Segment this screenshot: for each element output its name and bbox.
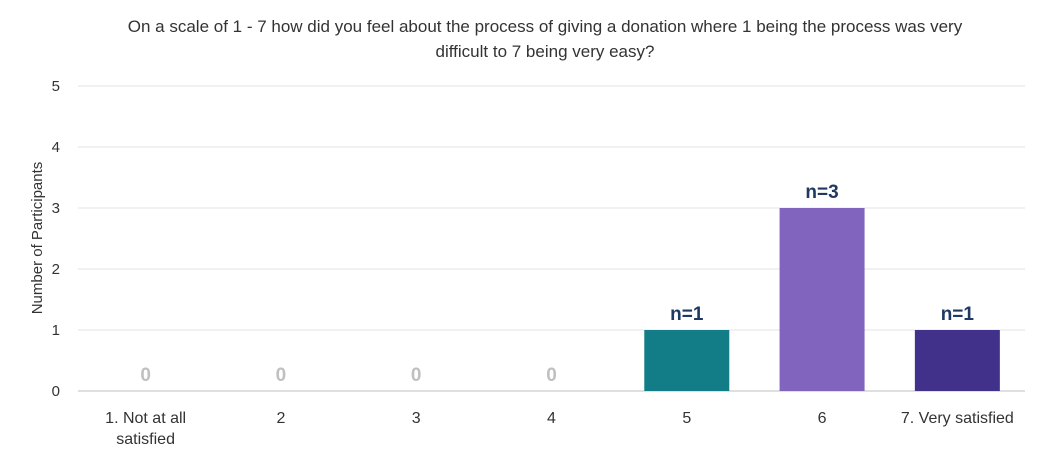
data-labels: 0 0 0 0 n=1 n=3 n=1 [140, 182, 974, 386]
chart-title: On a scale of 1 - 7 how did you feel abo… [127, 17, 963, 61]
x-tick-label-6: 6 [818, 410, 827, 427]
x-tick-label-5: 5 [682, 410, 691, 427]
y-tick-label-1: 1 [52, 322, 60, 339]
x-tick-label-1: 1. Not at all satisfied [105, 410, 186, 448]
x-tick-label-2: 2 [276, 410, 285, 427]
data-label-1: 0 [140, 365, 151, 386]
x-axis: 1. Not at all satisfied 2 3 4 5 6 7. Very satis… [105, 410, 1014, 448]
data-label-5: n=1 [670, 304, 704, 325]
y-axis-label: Number of Participants [29, 162, 46, 315]
x-tick-label-7: 7. Very satisfied [901, 410, 1014, 427]
y-axis: 0 1 2 3 4 5 [52, 78, 60, 400]
y-tick-label-4: 4 [52, 139, 60, 156]
data-label-6: n=3 [805, 182, 838, 203]
data-label-4: 0 [546, 365, 557, 386]
gridlines [78, 85, 1025, 392]
x-tick-label-3: 3 [412, 410, 421, 427]
y-tick-label-3: 3 [52, 200, 60, 217]
data-label-3: 0 [411, 365, 422, 386]
bar-5 [644, 330, 730, 391]
y-tick-label-2: 2 [52, 261, 60, 278]
y-tick-label-0: 0 [52, 383, 60, 400]
y-tick-label-5: 5 [52, 78, 60, 95]
bar-6 [779, 208, 865, 391]
bar-7 [914, 330, 1000, 391]
x-tick-label-4: 4 [547, 410, 556, 427]
data-label-2: 0 [276, 365, 287, 386]
bars [644, 208, 1000, 391]
data-label-7: n=1 [941, 304, 975, 325]
